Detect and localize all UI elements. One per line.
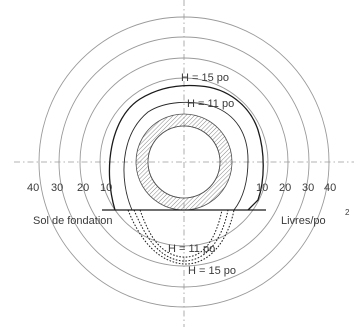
pressure-curve-h15-upper bbox=[108, 84, 264, 211]
unit-label: Livres/po bbox=[281, 215, 326, 227]
pressure-curve-h11-upper bbox=[123, 101, 249, 211]
scale-label-left-20: 20 bbox=[77, 182, 89, 194]
scale-label-right-40: 40 bbox=[324, 182, 336, 194]
scale-label-right-30: 30 bbox=[302, 182, 314, 194]
pipe-inner-edge bbox=[147, 125, 221, 199]
scale-label-left-30: 30 bbox=[51, 182, 63, 194]
scale-label-right-10: 10 bbox=[256, 182, 268, 194]
unit-exponent: 2 bbox=[345, 208, 350, 217]
label-lower-h11: H = 11 po bbox=[168, 243, 215, 255]
label-upper-h11: H = 11 po bbox=[187, 98, 234, 110]
pressure-curve-h11-lower bbox=[139, 209, 223, 258]
scale-label-left-40: 40 bbox=[27, 182, 39, 194]
label-upper-h15: H = 15 po bbox=[181, 72, 229, 84]
pressure-curve-h15-lower bbox=[127, 209, 235, 265]
scale-label-right-20: 20 bbox=[279, 182, 291, 194]
scale-label-left-10: 10 bbox=[100, 182, 112, 194]
label-lower-h15: H = 15 po bbox=[188, 265, 236, 277]
soil-label: Sol de fondation bbox=[33, 215, 113, 227]
